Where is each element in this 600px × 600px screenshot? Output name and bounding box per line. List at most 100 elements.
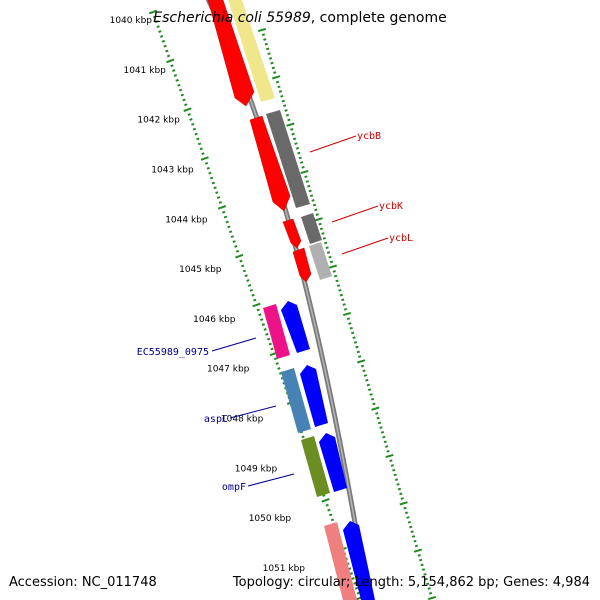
tick-mark: [247, 284, 252, 287]
tick-mark: [206, 166, 210, 170]
tick-mark: [379, 426, 383, 429]
tick-mark: [291, 132, 295, 136]
inner-tick-ring: [148, 9, 365, 600]
tick-mark: [343, 307, 348, 311]
tick-mark: [249, 288, 253, 292]
tick-label: 1046 kbp: [193, 315, 236, 325]
tick-mark: [315, 213, 319, 216]
tick-mark: [394, 478, 399, 482]
tick-mark: [321, 498, 330, 503]
tick-mark: [285, 113, 290, 117]
gene-feature[interactable]: [300, 365, 328, 427]
tick-mark: [166, 58, 175, 64]
tick-mark: [191, 122, 195, 126]
tick-mark: [211, 181, 216, 185]
gene-feature[interactable]: [263, 304, 290, 359]
tick-mark: [173, 74, 178, 77]
tick-mark: [235, 249, 240, 253]
tick-mark: [177, 83, 181, 87]
tick-mark: [273, 357, 278, 361]
gene-feature[interactable]: [301, 436, 330, 497]
tick-mark: [308, 189, 312, 193]
tick-mark: [161, 39, 166, 43]
gene-feature[interactable]: [324, 522, 357, 600]
tick-label: 1048 kbp: [221, 415, 264, 425]
tick-mark: [385, 445, 389, 448]
tick-mark: [153, 15, 157, 19]
tick-mark: [223, 215, 228, 219]
tick-mark: [346, 317, 351, 321]
tick-mark: [166, 54, 171, 58]
tick-mark: [375, 412, 379, 415]
gene-feature[interactable]: [343, 521, 375, 600]
tick-mark: [386, 449, 390, 453]
tick-mark: [409, 525, 413, 529]
tick-mark: [272, 75, 281, 80]
tick-mark: [390, 464, 394, 467]
tick-mark: [251, 293, 255, 297]
tick-label: 1050 kbp: [249, 514, 292, 524]
tick-mark: [427, 595, 437, 600]
forward-strand-features: [228, 0, 375, 600]
tick-label: 1042 kbp: [137, 116, 180, 126]
gene-feature[interactable]: [282, 218, 302, 249]
tick-mark: [263, 328, 267, 331]
tick-mark: [335, 279, 339, 283]
tick-mark: [307, 184, 311, 188]
tick-mark: [260, 318, 264, 322]
tick-mark: [298, 156, 302, 160]
tick-mark: [376, 416, 380, 420]
tick-mark: [230, 235, 235, 239]
gene-label: ycbK: [379, 201, 403, 212]
gene-feature[interactable]: [319, 433, 347, 492]
tick-mark: [201, 152, 205, 156]
tick-mark: [189, 118, 193, 121]
tick-mark: [242, 269, 247, 273]
tick-mark: [336, 284, 341, 287]
tick-mark: [396, 483, 400, 486]
tick-mark: [278, 90, 283, 93]
tick-mark: [399, 492, 403, 496]
tick-mark: [266, 337, 271, 341]
tick-mark: [265, 332, 269, 336]
gene-label: aspC: [204, 414, 228, 425]
gene-label: ompF: [222, 482, 246, 493]
tick-mark: [213, 186, 217, 190]
tick-mark: [290, 128, 294, 131]
tick-mark: [419, 558, 423, 562]
tick-mark: [420, 563, 424, 567]
gene-feature[interactable]: [207, 0, 255, 107]
gene-feature[interactable]: [281, 368, 311, 433]
gene-feature[interactable]: [228, 0, 275, 102]
genome-backbone: [205, 0, 371, 600]
tick-mark: [371, 406, 380, 411]
tick-mark: [163, 44, 167, 48]
tick-mark: [263, 38, 267, 41]
tick-mark: [319, 227, 324, 231]
gene-feature[interactable]: [309, 242, 332, 280]
tick-mark: [372, 402, 376, 406]
gene-feature[interactable]: [281, 301, 310, 353]
tick-mark: [178, 88, 183, 92]
tick-mark: [156, 25, 160, 29]
tick-mark: [209, 176, 214, 180]
tick-mark: [305, 180, 309, 183]
tick-mark: [170, 64, 174, 68]
tick-mark: [329, 513, 333, 517]
gene-feature[interactable]: [266, 110, 310, 208]
tick-mark: [148, 9, 158, 15]
gene-feature[interactable]: [301, 213, 322, 244]
tick-mark: [377, 421, 382, 425]
tick-mark: [277, 85, 281, 89]
tick-mark: [228, 230, 233, 234]
tick-mark: [351, 331, 355, 335]
tick-mark: [427, 587, 431, 590]
gene-feature[interactable]: [249, 115, 291, 212]
tick-mark: [268, 342, 272, 346]
tick-mark: [297, 151, 301, 155]
tick-mark: [304, 175, 308, 179]
tick-mark: [342, 311, 352, 317]
gene-feature[interactable]: [292, 247, 312, 283]
tick-mark: [253, 298, 257, 302]
